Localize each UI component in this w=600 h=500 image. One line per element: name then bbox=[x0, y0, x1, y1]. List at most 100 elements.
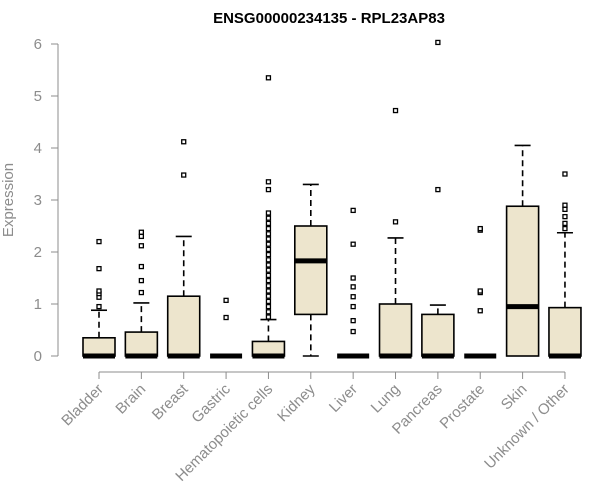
outlier-point bbox=[562, 220, 568, 227]
outlier-point bbox=[435, 186, 441, 193]
outlier-point bbox=[350, 241, 356, 247]
outlier-point bbox=[265, 179, 272, 185]
outlier-point bbox=[96, 238, 102, 245]
box bbox=[548, 306, 582, 357]
outlier-point bbox=[138, 263, 145, 270]
outlier-point bbox=[350, 328, 356, 335]
outlier-point bbox=[223, 314, 229, 321]
y-axis-label: Expression bbox=[0, 163, 17, 237]
x-tick-label: Brain bbox=[112, 381, 149, 418]
y-tick-label: 3 bbox=[34, 192, 42, 209]
outlier-point bbox=[265, 298, 272, 305]
outlier-point bbox=[562, 202, 568, 208]
y-tick-label: 5 bbox=[34, 88, 42, 105]
box bbox=[421, 313, 455, 357]
outlier-point bbox=[138, 233, 145, 240]
box bbox=[166, 295, 201, 357]
chart-title: ENSG00000234135 - RPL23AP83 bbox=[213, 10, 445, 27]
outlier-point bbox=[265, 215, 272, 221]
y-tick-label: 4 bbox=[34, 140, 42, 157]
outlier-point bbox=[350, 275, 356, 281]
box bbox=[293, 225, 328, 316]
outlier-point bbox=[265, 272, 272, 279]
box-group bbox=[421, 39, 455, 359]
outlier-point bbox=[562, 225, 568, 232]
outlier-point bbox=[265, 246, 272, 253]
x-tick-label: Kidney bbox=[274, 380, 319, 425]
outlier-point bbox=[265, 257, 272, 263]
box-group bbox=[82, 238, 116, 359]
outlier-point bbox=[265, 309, 272, 315]
box-group bbox=[166, 139, 201, 359]
outlier-point bbox=[265, 236, 272, 242]
outlier-point bbox=[562, 206, 568, 213]
outlier-point bbox=[223, 297, 229, 304]
box-group bbox=[210, 297, 243, 359]
y-axis: 0 1 2 3 4 5 6 bbox=[34, 36, 59, 365]
outlier-point bbox=[265, 303, 272, 310]
outlier-point bbox=[96, 265, 102, 272]
outlier-point bbox=[138, 229, 145, 235]
outlier-point bbox=[265, 262, 272, 268]
box-group bbox=[337, 207, 370, 359]
outlier-point bbox=[350, 207, 356, 214]
y-tick-label: 1 bbox=[34, 296, 42, 313]
outlier-point bbox=[265, 288, 272, 294]
outlier-point bbox=[265, 277, 272, 284]
outlier-point bbox=[435, 39, 441, 46]
box-group bbox=[251, 75, 286, 359]
outlier-point bbox=[265, 251, 272, 258]
outlier-point bbox=[477, 288, 483, 294]
outlier-point bbox=[96, 288, 102, 294]
outlier-point bbox=[350, 303, 356, 310]
outlier-point bbox=[350, 284, 356, 290]
outlier-point bbox=[477, 225, 483, 232]
box-group bbox=[505, 144, 540, 357]
outlier-point bbox=[181, 139, 187, 145]
box-group bbox=[378, 107, 413, 359]
x-tick-label: Breast bbox=[149, 380, 192, 423]
x-tick-label: Liver bbox=[326, 381, 361, 416]
outlier-point bbox=[138, 243, 145, 249]
outlier-point bbox=[265, 293, 272, 299]
x-tick-label: Bladder bbox=[58, 381, 107, 430]
outlier-point bbox=[350, 317, 356, 324]
outlier-point bbox=[138, 289, 145, 296]
box-group bbox=[293, 183, 328, 357]
x-tick-label: Prostate bbox=[437, 381, 489, 433]
outlier-point bbox=[350, 294, 356, 300]
box bbox=[378, 303, 413, 357]
boxes-layer bbox=[82, 39, 582, 359]
box bbox=[82, 336, 116, 357]
outlier-point bbox=[265, 220, 272, 227]
x-tick-label: Lung bbox=[368, 381, 404, 417]
outlier-point bbox=[265, 231, 272, 237]
box bbox=[124, 331, 159, 357]
outlier-point bbox=[265, 210, 272, 216]
outlier-point bbox=[265, 267, 272, 273]
y-tick-label: 0 bbox=[34, 348, 42, 365]
box-group bbox=[464, 225, 497, 359]
box bbox=[505, 205, 540, 357]
outlier-point bbox=[477, 308, 483, 314]
outlier-point bbox=[265, 241, 272, 247]
outlier-point bbox=[392, 219, 399, 225]
outlier-point bbox=[265, 75, 272, 81]
outlier-point bbox=[562, 171, 568, 177]
x-tick-label: Skin bbox=[498, 381, 531, 414]
outlier-point bbox=[562, 213, 568, 220]
outlier-point bbox=[96, 303, 102, 310]
outlier-point bbox=[265, 186, 272, 193]
outlier-point bbox=[265, 283, 272, 289]
outlier-point bbox=[138, 277, 145, 284]
outlier-point bbox=[181, 172, 187, 178]
box-group bbox=[124, 229, 159, 359]
outlier-point bbox=[265, 314, 272, 320]
y-tick-label: 2 bbox=[34, 244, 42, 261]
box-group bbox=[548, 171, 582, 359]
outlier-point bbox=[392, 107, 399, 114]
y-tick-label: 6 bbox=[34, 36, 42, 53]
